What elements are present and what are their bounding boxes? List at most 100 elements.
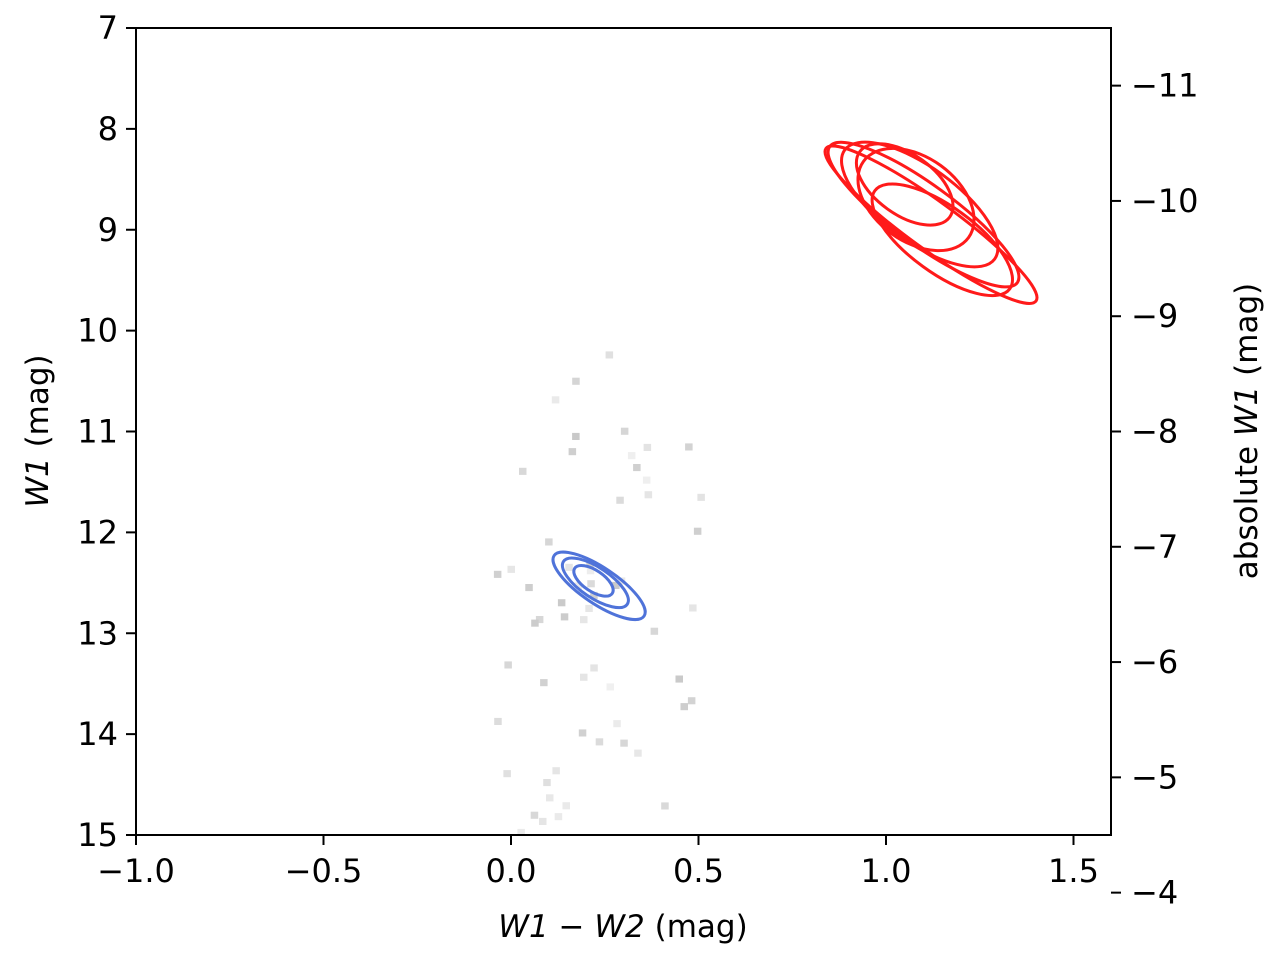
y-tick-label: 14 [77,715,118,753]
ylabel-part: W [20,476,56,508]
density-bin [580,616,588,624]
density-bin [531,619,539,627]
x-tick-label: 0.0 [486,852,537,890]
density-bin [587,580,595,588]
density-bin [650,627,659,635]
density-bin [568,448,577,456]
xlabel-part: 2 [625,909,645,945]
density-bin [634,749,642,757]
density-bin [644,491,653,499]
density-bin [685,443,693,451]
y2-tick-label: −9 [1131,297,1178,335]
density-bin [613,720,621,728]
x-tick-label: −0.5 [285,852,363,890]
contour-line [572,563,615,598]
y-tick-label: 10 [77,312,118,350]
y2-tick-label: −7 [1131,528,1178,566]
density-bin [586,567,595,575]
density-bin [539,817,547,825]
x-axis-label: W1 − W2 (mag) [498,909,747,945]
density-bin [606,683,614,691]
y-axis-label: W1 (mag) [20,354,56,507]
contour-series [551,140,1039,622]
xlabel-part: W [498,909,530,945]
xlabel-part: (mag) [645,909,748,945]
y-tick-label: 8 [98,110,118,148]
density-bin [675,675,683,683]
density-bin [620,427,629,435]
density-bin [525,584,533,592]
y2label-part: absolute [1229,436,1265,579]
y2-tick-label: −6 [1131,643,1178,681]
x-tick-label: 1.5 [1048,852,1099,890]
y2label-part: (mag) [1229,283,1265,386]
density-bin [689,604,697,612]
density-bin [627,452,636,460]
density-bin [507,565,515,573]
density-bin [595,738,604,746]
density-bin [580,673,588,681]
y2-axis-label: absolute W1 (mag) [1229,283,1265,579]
density-bin [693,527,702,535]
y2-tick-label: −8 [1131,413,1178,451]
density-bin [574,582,582,590]
density-bin [552,767,560,775]
density-bin [560,613,569,621]
contour-line [560,556,630,610]
ylabel-part: 1 [20,457,56,477]
density-bin [590,664,598,672]
contour-line [840,140,1000,269]
contour-line [823,144,1039,305]
y2-tick-label: −11 [1131,67,1199,105]
density-bin [661,802,669,810]
ylabel-part: (mag) [20,354,56,457]
y-tick-label: 11 [77,413,118,451]
density-bin [697,493,705,501]
density-bin [535,616,544,624]
density-bin [562,802,570,810]
y2-tick-label: −10 [1131,182,1199,220]
density-bin [504,661,512,669]
density-bin [546,794,554,802]
density-bin [633,464,641,472]
density-bin [493,570,502,578]
density-bin [494,717,502,725]
y-tick-label: 15 [77,816,118,854]
contour-line [856,146,976,253]
density-bin [643,443,652,451]
density-bin [517,828,525,835]
density-bin [540,679,548,687]
density-bin [543,779,551,787]
density-bin [503,770,511,778]
density-bin [585,604,593,612]
density-bin [616,496,624,504]
density-bin [572,432,580,440]
y2label-part: W [1229,404,1265,436]
density-bin [687,697,696,705]
contour-line [870,182,1015,298]
y-tick-label: 12 [77,513,118,551]
density-bin [605,351,614,359]
xlabel-part: − [549,909,595,945]
density-bin [590,591,598,599]
y-tick-label: 9 [98,211,118,249]
density-bin [578,729,587,737]
density-bin [545,538,553,546]
density-bin [620,739,628,747]
y-axis: 7 8 9 10 11 12 13 14 15 [77,9,136,854]
density-bin [565,563,573,571]
density-bin [612,581,620,589]
y2-tick-label: −4 [1131,874,1178,912]
x-tick-label: 0.5 [673,852,724,890]
density-bin [557,599,566,607]
contour-line [551,550,647,622]
contour-line [854,142,955,227]
xlabel-part: W [594,909,626,945]
x-axis: −1.0 −0.5 0.0 0.5 1.0 1.5 [97,835,1099,890]
y-tick-label: 13 [77,614,118,652]
density-bin [572,377,580,385]
density-bin [554,813,563,821]
x-tick-label: 1.0 [861,852,912,890]
y2-tick-label: −5 [1131,758,1178,796]
